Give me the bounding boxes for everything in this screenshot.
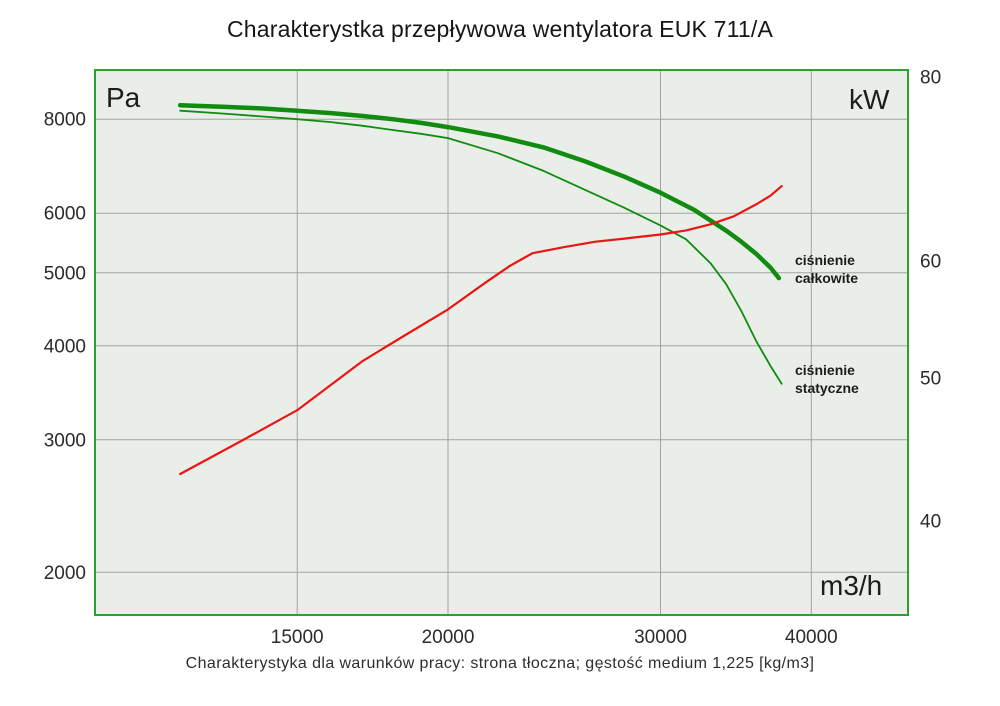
pa-tick-label: 3000 [44, 430, 86, 451]
plot-background [95, 70, 908, 615]
pa-tick-label: 4000 [44, 336, 86, 357]
flow-axis-unit: m3/h [820, 570, 883, 601]
pressure-axis-unit: Pa [106, 82, 141, 113]
kw-tick-label: 80 [920, 67, 941, 88]
total-pressure-label-line2: całkowite [795, 270, 859, 287]
x-tick-label: 20000 [422, 627, 475, 648]
kw-tick-label: 50 [920, 368, 941, 389]
kw-tick-label: 60 [920, 252, 941, 273]
curve-static-pressure [179, 109, 783, 385]
pa-tick-label: 2000 [44, 563, 86, 584]
pa-tick-label: 8000 [44, 110, 86, 131]
plot-border [94, 69, 909, 616]
static-pressure-label-line1: ciśnienie [795, 362, 855, 378]
static-pressure-curve-label: ciśnienie statyczne [795, 361, 859, 398]
pa-tick-label: 5000 [44, 263, 86, 284]
total-pressure-curve-label: ciśnienie całkowite [795, 251, 858, 288]
chart-caption: Charakterystyka dla warunków pracy: stro… [185, 655, 815, 672]
total-pressure-label-line1: ciśnienie [795, 252, 855, 268]
static-pressure-label-line2: statyczne [795, 380, 859, 397]
power-axis-unit: kW [849, 84, 890, 115]
curve-total-pressure [177, 102, 782, 281]
x-tick-label: 15000 [271, 627, 324, 648]
chart-title: Charakterystka przepływowa wentylatora E… [226, 16, 774, 42]
kw-tick-label: 40 [920, 511, 941, 532]
curve-power [179, 185, 783, 476]
pa-tick-label: 6000 [44, 204, 86, 225]
x-tick-label: 30000 [634, 627, 687, 648]
x-tick-label: 40000 [785, 627, 838, 648]
